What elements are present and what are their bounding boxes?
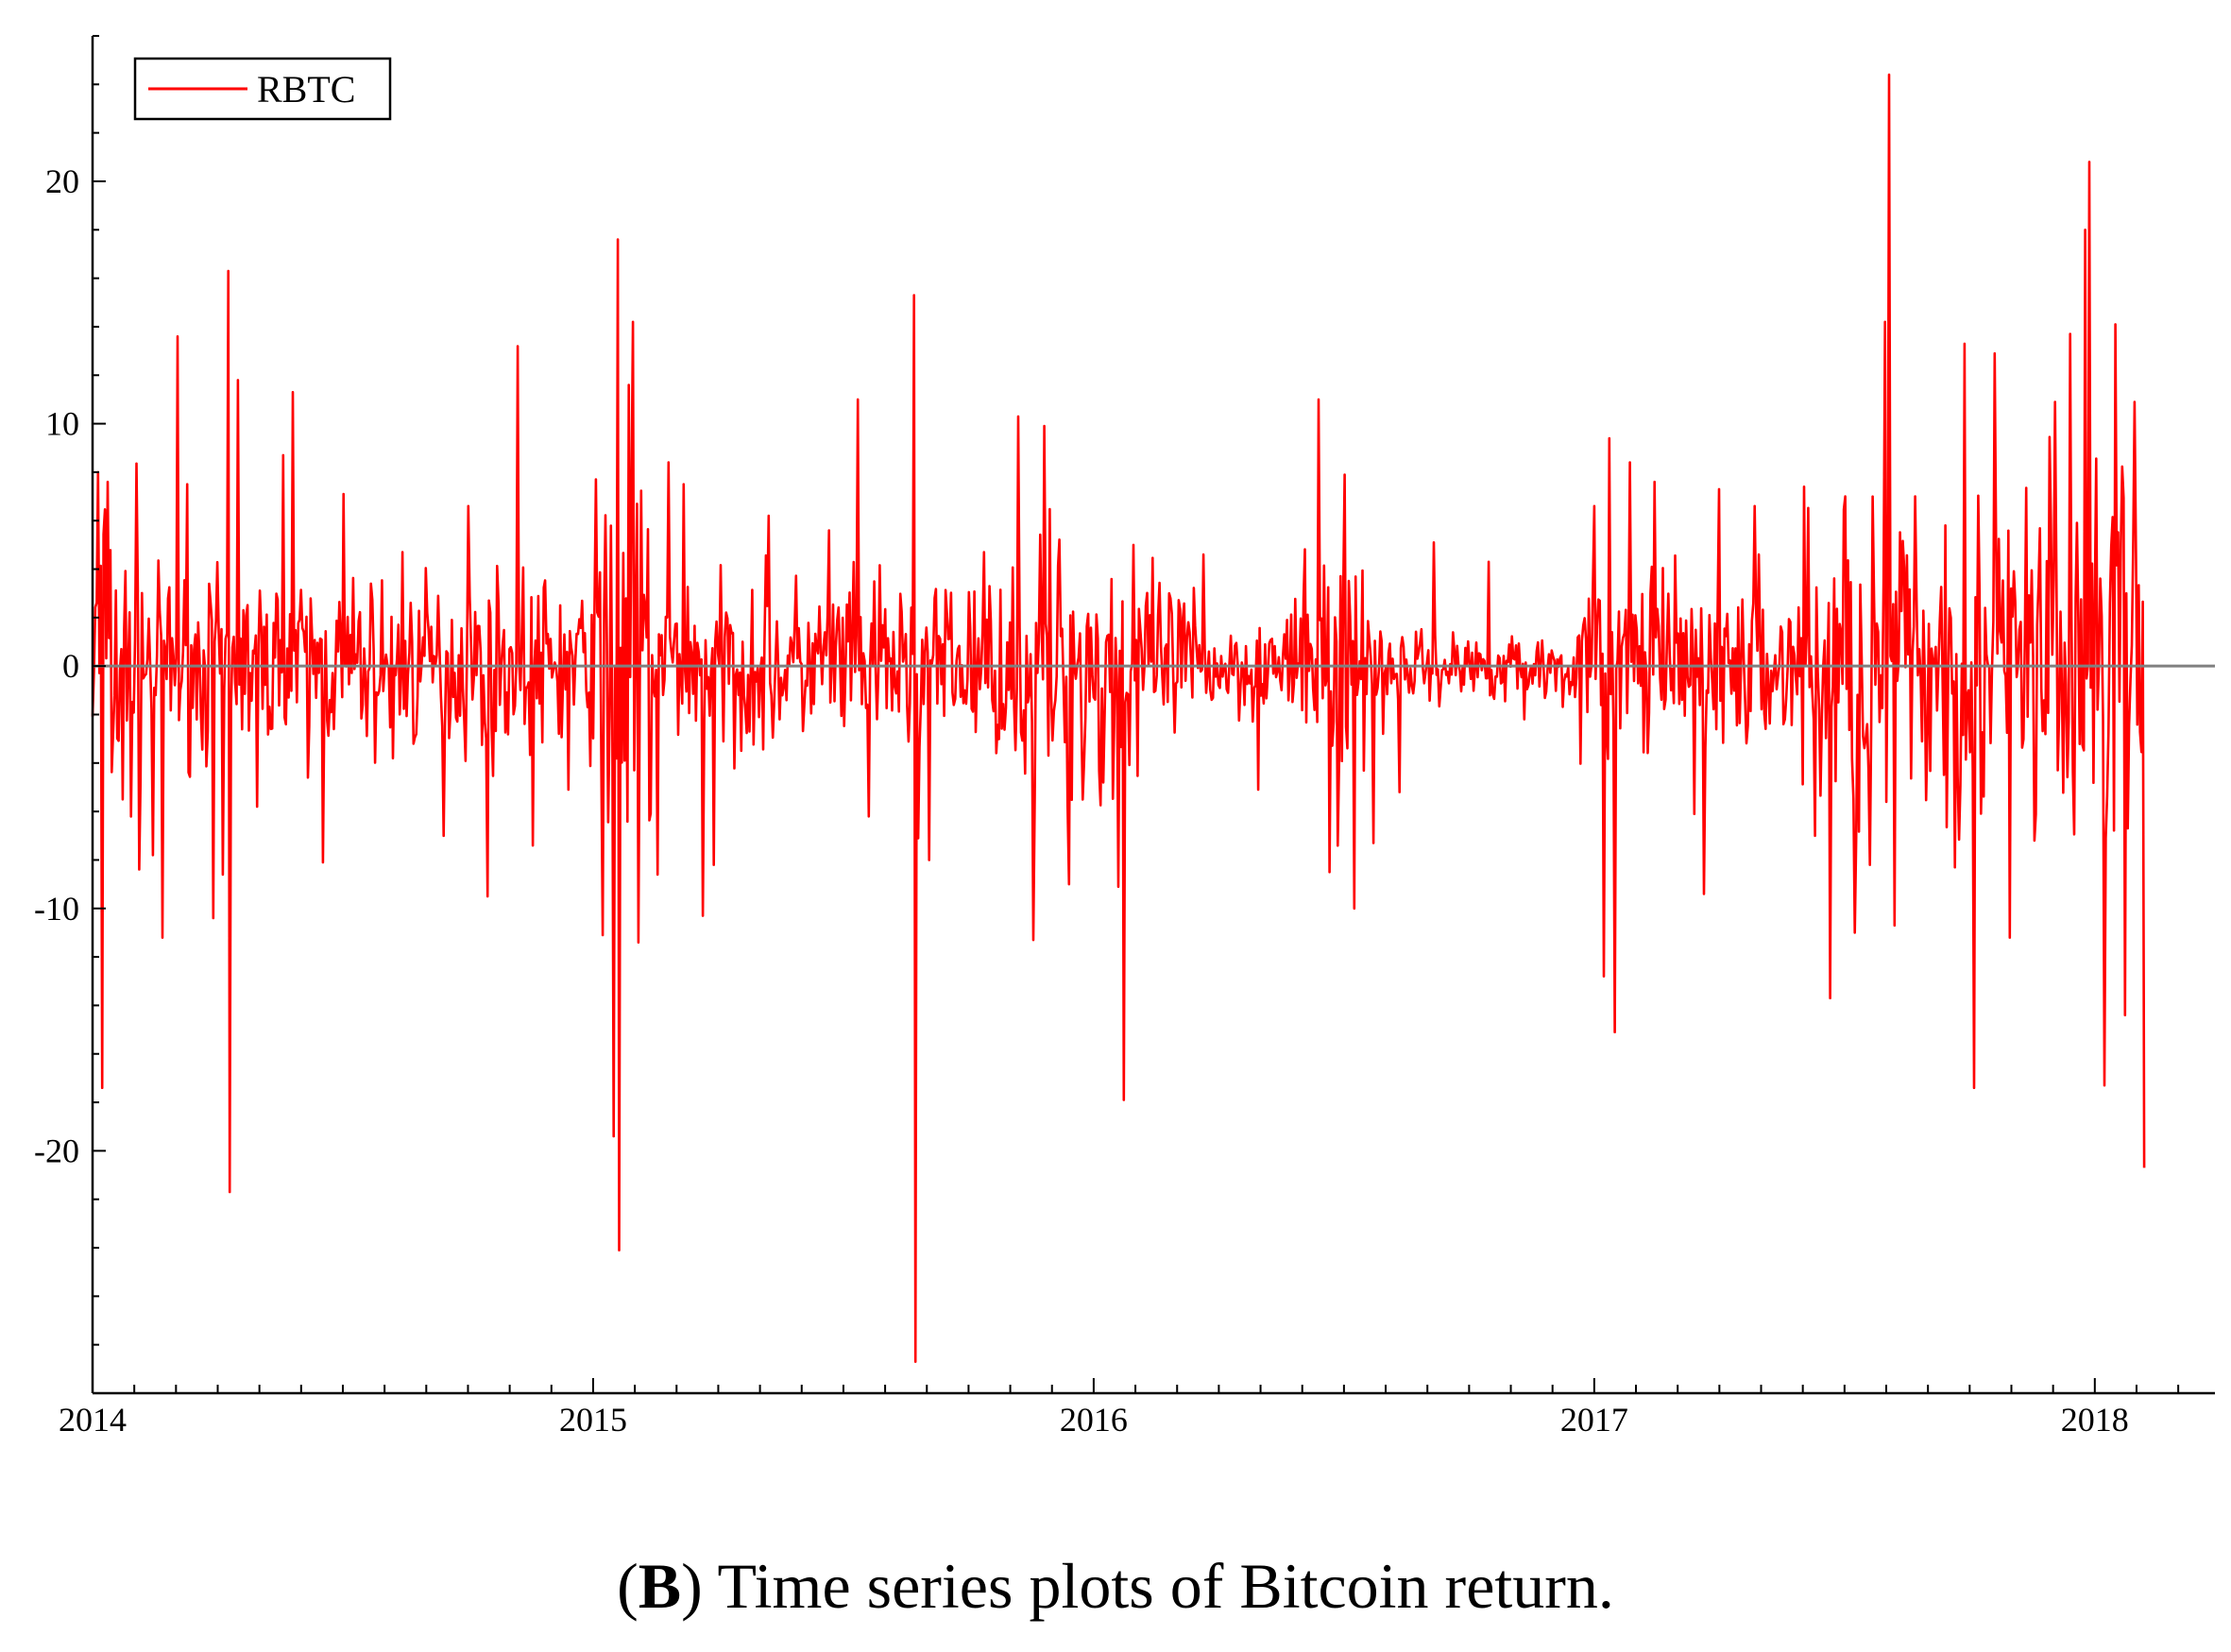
axis-layer: -20 -10 0 10 20 2014 2015 2016 2017 2018 xyxy=(34,35,2215,1439)
series-line-rbtc xyxy=(91,73,2146,1363)
caption-open-paren: ( xyxy=(617,1550,639,1622)
caption-letter: B xyxy=(638,1550,682,1622)
series-layer xyxy=(91,73,2146,1363)
x-tick-label: 2015 xyxy=(559,1401,627,1439)
x-tick-label: 2014 xyxy=(59,1401,127,1439)
legend: RBTC xyxy=(133,57,392,121)
figure-caption: (B) Time series plots of Bitcoin return. xyxy=(0,1549,2231,1624)
x-tick-label: 2018 xyxy=(2061,1401,2129,1439)
y-tick-label: -20 xyxy=(34,1132,79,1169)
caption-text: Time series plots of Bitcoin return. xyxy=(702,1550,1614,1622)
y-tick-label: 10 xyxy=(45,405,79,443)
legend-entry-rbtc: RBTC xyxy=(257,68,355,111)
y-tick-label: 0 xyxy=(62,647,79,685)
y-tick-label: 20 xyxy=(45,162,79,200)
y-tick-label: -10 xyxy=(34,890,79,928)
legend-box xyxy=(133,57,392,121)
caption-close-paren: ) xyxy=(681,1550,703,1622)
x-tick-label: 2017 xyxy=(1560,1401,1628,1439)
x-tick-label: 2016 xyxy=(1060,1401,1128,1439)
